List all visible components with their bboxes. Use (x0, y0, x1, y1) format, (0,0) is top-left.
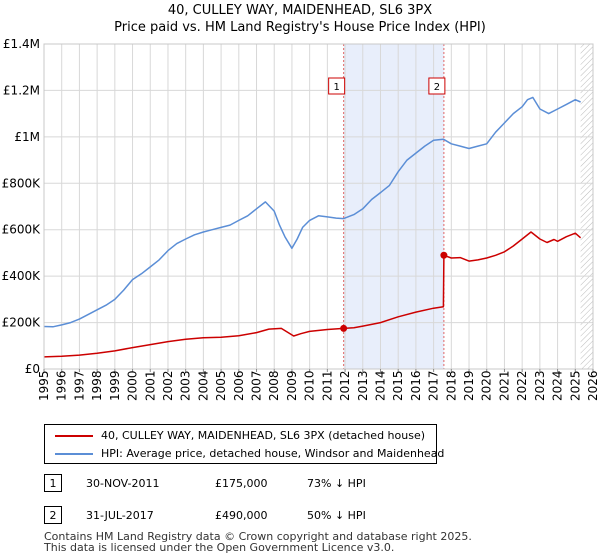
x-tick-label: 1997 (72, 370, 86, 401)
y-tick-label: £1.4M (3, 37, 40, 51)
legend-item-hpi: HPI: Average price, detached house, Wind… (45, 445, 444, 463)
sale-hpi-diff: 50% ↓ HPI (307, 509, 366, 522)
y-tick-label: £200K (2, 316, 42, 330)
x-tick-label: 2008 (267, 370, 281, 401)
sale-row-1: 1 30-NOV-2011 £175,000 73% ↓ HPI (44, 474, 494, 494)
legend-label-hpi: HPI: Average price, detached house, Wind… (101, 447, 445, 460)
sale-date: 30-NOV-2011 (86, 477, 160, 490)
marker-1-label: 1 (333, 82, 339, 93)
plot-area (44, 44, 593, 369)
x-tick-label: 2007 (250, 370, 264, 401)
x-tick-label: 1995 (37, 370, 51, 401)
x-tick-label: 2003 (179, 370, 193, 401)
x-tick-label: 2006 (232, 370, 246, 401)
sale-marker-badge: 2 (44, 506, 62, 524)
x-tick-label: 2012 (338, 370, 352, 401)
y-tick-label: £1.2M (3, 83, 40, 97)
plot-frame (43, 43, 594, 370)
marker-2-label: 2 (434, 82, 440, 93)
x-tick-label: 2013 (356, 370, 370, 401)
sale-date: 31-JUL-2017 (86, 509, 154, 522)
chart-subtitle: Price paid vs. HM Land Registry's House … (114, 20, 486, 35)
x-tick-label: 2004 (196, 370, 210, 401)
y-tick-label: £0 (25, 362, 40, 376)
x-tick-label: 2017 (427, 370, 441, 401)
chart-title: 40, CULLEY WAY, MAIDENHEAD, SL6 3PX (167, 3, 433, 18)
x-tick-label: 2005 (214, 370, 228, 401)
legend-swatch-hpi (55, 453, 93, 455)
sale-price: £490,000 (215, 509, 268, 522)
legend-item-property: 40, CULLEY WAY, MAIDENHEAD, SL6 3PX (det… (45, 427, 436, 445)
x-tick-label: 2020 (480, 370, 494, 401)
marker-2-box (428, 77, 446, 95)
x-tick-label: 2011 (320, 370, 334, 401)
footer-copyright: Contains HM Land Registry data © Crown c… (44, 530, 472, 543)
x-tick-label: 2019 (462, 370, 476, 401)
x-tick-label: 2010 (303, 370, 317, 401)
x-tick-label: 2025 (568, 370, 582, 401)
x-tick-label: 2022 (515, 370, 529, 401)
hpi-line (43, 96, 581, 328)
legend-swatch-property (55, 435, 93, 437)
shaded-region-2 (580, 44, 593, 369)
sale-point-1 (340, 324, 348, 332)
price-paid-line (43, 231, 582, 358)
footer-license: This data is licensed under the Open Gov… (44, 541, 395, 554)
y-tick-label: £600K (2, 223, 42, 237)
sale-price: £175,000 (215, 477, 268, 490)
legend-label-property: 40, CULLEY WAY, MAIDENHEAD, SL6 3PX (det… (101, 429, 426, 442)
x-tick-label: 2018 (444, 370, 458, 401)
x-tick-label: 2001 (143, 370, 157, 401)
x-tick-label: 2002 (161, 370, 175, 401)
x-tick-label: 2023 (533, 370, 547, 401)
x-tick-label: 2014 (373, 370, 387, 401)
x-tick-label: 2024 (551, 370, 565, 401)
x-tick-label: 1999 (108, 370, 122, 401)
x-tick-label: 2015 (391, 370, 405, 401)
shaded-region-1 (343, 44, 444, 369)
sale-point-2 (440, 251, 448, 259)
x-tick-label: 1998 (90, 370, 104, 401)
x-tick-label: 2026 (586, 370, 600, 401)
marker-1-box (328, 77, 346, 95)
y-tick-label: £1M (14, 130, 40, 144)
sale-marker-badge: 1 (44, 474, 62, 492)
x-tick-label: 2016 (409, 370, 423, 401)
sale-row-2: 2 31-JUL-2017 £490,000 50% ↓ HPI (44, 506, 494, 526)
price-chart: 1 2 £0 £200K £400K £600K £800K £1M £1.2M £1.4M 199… (2, 37, 600, 401)
x-tick-label: 1996 (55, 370, 69, 401)
sale-hpi-diff: 73% ↓ HPI (307, 477, 366, 490)
y-tick-label: £800K (2, 176, 42, 190)
legend: 40, CULLEY WAY, MAIDENHEAD, SL6 3PX (det… (44, 424, 444, 464)
footer: Contains HM Land Registry data © Crown c… (44, 531, 472, 553)
x-tick-label: 2000 (126, 370, 140, 401)
y-tick-label: £400K (2, 269, 42, 283)
x-tick-label: 2021 (497, 370, 511, 401)
x-tick-label: 2009 (285, 370, 299, 401)
